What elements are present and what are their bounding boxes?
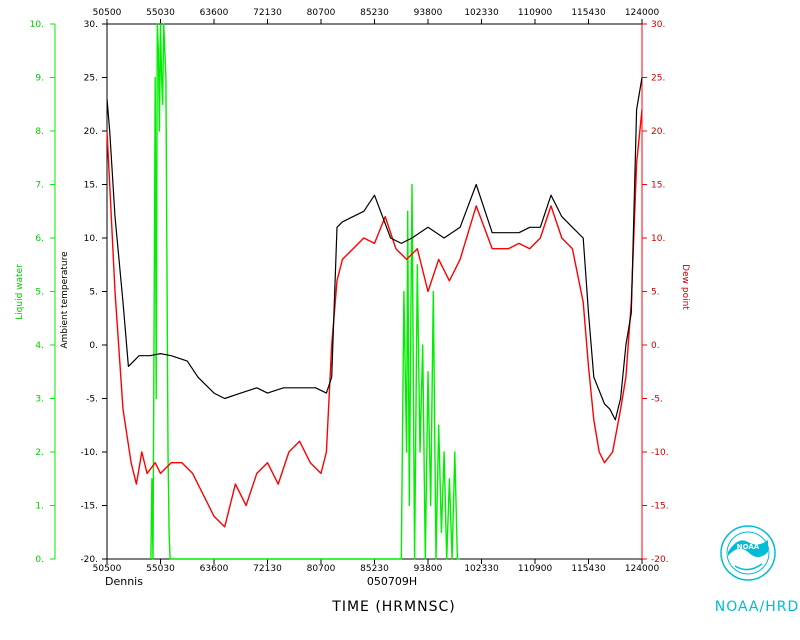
x-tick-label-bottom: 102330 — [464, 564, 499, 574]
dew-point-tick-label: 15. — [651, 181, 665, 191]
x-tick-label-bottom: 50500 — [93, 564, 122, 574]
plot-frame — [106, 23, 643, 560]
agency-label: NOAA/HRD — [715, 599, 800, 615]
temperature-tick-label: -10. — [80, 448, 98, 458]
noaa-logo-icon: NOAA — [720, 525, 776, 581]
temperature-series-line — [106, 77, 643, 421]
x-tick-label-top: 102330 — [464, 8, 499, 18]
temperature-tick-label: 0. — [89, 341, 98, 351]
dew-point-tick-label: -15. — [651, 502, 669, 512]
noaa-logo-text: NOAA — [737, 543, 760, 551]
dew-point-tick-label: 0. — [651, 341, 660, 351]
x-tick-label-top: 115430 — [571, 8, 606, 18]
x-tick-label-bottom: 115430 — [571, 564, 606, 574]
liquid-water-tick-label: 6. — [35, 234, 44, 244]
liquid-water-tick-label: 8. — [35, 127, 44, 137]
dew-point-series-line — [106, 109, 643, 528]
temperature-tick-label: 25. — [84, 74, 98, 84]
x-tick-label-top: 110900 — [518, 8, 553, 18]
x-tick-label-bottom: 85230 — [360, 564, 389, 574]
liquid-water-tick-label: 9. — [35, 74, 44, 84]
temperature-tick-label: -15. — [80, 502, 98, 512]
liquid-water-tick-label: 2. — [35, 448, 44, 458]
liquid-water-tick-label: 5. — [35, 288, 44, 298]
x-tick-label-top: 80700 — [307, 8, 336, 18]
dew-point-tick-label: 10. — [651, 234, 665, 244]
temperature-tick-label: -5. — [86, 395, 98, 405]
x-tick-label-bottom: 63600 — [200, 564, 229, 574]
liquid-water-tick-label: 4. — [35, 341, 44, 351]
temperature-tick-label: 15. — [84, 181, 98, 191]
x-tick-label-bottom: 93800 — [414, 564, 443, 574]
x-tick-label-top: 50500 — [93, 8, 122, 18]
liquid-water-tick-label: 10. — [30, 20, 44, 30]
temperature-axis-title: Ambient temperature — [60, 251, 70, 349]
liquid-water-series-line — [150, 23, 461, 560]
temperature-tick-label: 10. — [84, 234, 98, 244]
liquid-water-tick-label: 3. — [35, 395, 44, 405]
temperature-tick-label: 20. — [84, 127, 98, 137]
liquid-water-tick-label: 1. — [35, 502, 44, 512]
dew-point-tick-label: 30. — [651, 20, 665, 30]
dew-point-tick-label: 25. — [651, 74, 665, 84]
dew-point-tick-label: 5. — [651, 288, 660, 298]
x-axis-title: TIME (HRMNSC) — [331, 599, 455, 615]
temperature-tick-label: 30. — [84, 20, 98, 30]
x-tick-label-bottom: 124000 — [625, 564, 660, 574]
dew-point-tick-label: -10. — [651, 448, 669, 458]
liquid-water-tick-label: 0. — [35, 555, 44, 565]
x-tick-label-top: 72130 — [253, 8, 282, 18]
x-tick-label-top: 85230 — [360, 8, 389, 18]
temperature-tick-label: 5. — [89, 288, 98, 298]
storm-name: Dennis — [105, 575, 143, 588]
dew-point-axis-title: Dew point — [680, 264, 690, 310]
x-tick-label-bottom: 72130 — [253, 564, 282, 574]
liquid-water-tick-label: 7. — [35, 181, 44, 191]
x-tick-label-bottom: 55030 — [146, 564, 175, 574]
x-tick-label-bottom: 80700 — [307, 564, 336, 574]
x-tick-label-top: 93800 — [414, 8, 443, 18]
liquid-water-axis-title: Liquid water — [15, 264, 25, 320]
dew-point-tick-label: -5. — [651, 395, 663, 405]
x-tick-label-top: 55030 — [146, 8, 175, 18]
temperature-tick-label: -20. — [80, 555, 98, 565]
x-tick-label-bottom: 110900 — [518, 564, 553, 574]
x-tick-label-top: 63600 — [200, 8, 229, 18]
x-tick-label-top: 124000 — [625, 8, 660, 18]
dew-point-tick-label: 20. — [651, 127, 665, 137]
flight-id: 050709H — [367, 575, 417, 588]
dew-point-tick-label: -20. — [651, 555, 669, 565]
